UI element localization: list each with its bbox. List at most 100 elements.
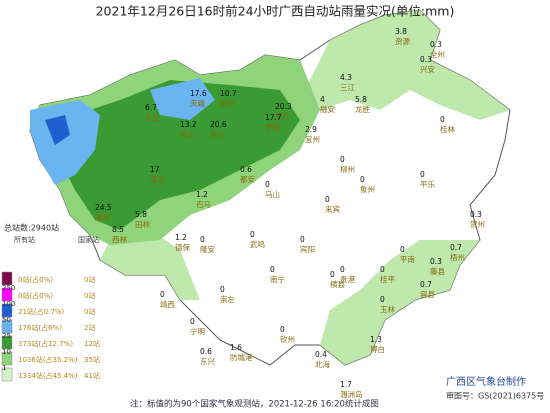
station-value: 0 [220,285,225,294]
station-value: 4 [320,95,325,104]
legend-boundary: 25 [2,332,11,340]
station-value: 0.3 [470,210,482,219]
station-name: 宜州 [305,134,320,144]
station-value: 4.3 [340,73,352,82]
rain-area-darkblue [45,115,70,145]
station-name: 凌云 [150,174,165,184]
station-value: 0 [360,175,365,184]
station-value: 0 [190,317,195,326]
station-name: 南宁 [270,274,285,284]
station-value: 1.7 [340,380,352,389]
station-name: 西林 [112,234,127,244]
legend-count: 373站(占12.7%) [18,339,73,348]
station-name: 东兰 [210,129,225,139]
stations: 3.8资源 0.3全州0.3兴安4.3三江5.8龙胜4融安17.6天峨10.7南丹… [95,27,485,399]
station-name: 东兴 [200,356,215,366]
station-value: 0 [340,265,345,274]
station-name: 防城港 [230,352,253,362]
station-name: 隆安 [200,244,215,254]
station-value: 24.5 [95,203,112,212]
legend-national: 2站 [84,323,95,332]
station-value: 13.2 [180,120,197,129]
station-name: 容县 [420,289,435,299]
station-name: 乐业 [145,112,160,122]
station-name: 涠洲岛 [340,389,363,399]
station-value: 8.5 [112,225,124,234]
station-name: 武鸣 [250,239,265,249]
legend-count: 176站(占6%) [18,323,62,332]
station-name: 兴安 [420,64,435,74]
legend-count: 21站(占0.7%) [18,307,64,316]
station-value: 20.6 [210,120,227,129]
station-value: 5.8 [355,95,367,104]
legend-swatch [1,271,13,286]
legend-count: 1036站(占35.2%) [18,355,78,364]
station-name: 龙胜 [355,104,370,114]
station-value: 2.9 [305,125,317,134]
approval: 审图号：GS(2021)6375号 [446,391,544,401]
station-name: 贺州 [470,219,485,229]
legend-national: 0站 [84,307,95,316]
title: 2021年12月26日16时前24小时广西自动站雨量实况(单位:mm) [96,4,455,19]
station-name: 凤山 [180,129,195,139]
station-value: 1.2 [175,233,187,242]
station-name: 平南 [400,254,415,264]
station-value: 20.3 [275,102,292,111]
station-value: 0.3 [430,257,442,266]
station-value: 0 [330,270,335,279]
legend-swatch [1,287,13,302]
station-value: 0.7 [420,280,432,289]
rain-area-heavy [60,80,300,230]
station-name: 隆林 [95,212,110,222]
station-value: 5.8 [135,210,147,219]
station-name: 都安 [240,174,255,184]
station-name: 天峨 [190,98,205,108]
station-name: 马山 [265,189,280,199]
station-value: 17.7 [265,113,282,122]
station-name: 藤县 [430,266,445,276]
legend-national: 12站 [84,339,100,348]
station-value: 0 [250,230,255,239]
station-value: 0.4 [315,350,327,359]
station-value: 0 [200,235,205,244]
station-name: 崇左 [220,294,235,304]
station-value: 0 [280,325,285,334]
rain-area-light [320,240,480,365]
station-name: 横县 [330,279,345,289]
station-name: 宾阳 [300,244,315,254]
legend-national: 0站 [84,291,95,300]
station-value: 6.7 [145,103,157,112]
station-value: 0 [325,195,330,204]
station-value: 1.3 [370,335,382,344]
legend-swatch [1,367,13,382]
station-name: 靖西 [160,299,175,309]
station-name: 桂平 [380,274,395,284]
station-value: 0 [160,290,165,299]
station-value: 0.6 [240,165,252,174]
station-value: 17 [150,165,160,174]
station-name: 柳州 [340,164,355,174]
station-value: 0 [380,295,385,304]
station-name: 北海 [315,359,330,369]
station-name: 融安 [320,104,335,114]
station-name: 玉林 [380,304,395,314]
station-value: 17.6 [190,89,207,98]
station-name: 象州 [360,184,375,194]
rain-area-light [300,10,510,120]
legend-count: 0站(占0%) [18,275,53,284]
legend-header: 所有站 [14,235,35,244]
station-value: 3.8 [395,27,407,36]
station-value: 0 [400,245,405,254]
station-value: 1.2 [196,190,208,199]
station-value: 0.6 [200,347,212,356]
station-name: 来宾 [325,204,340,214]
footer-note: 注：标值的为90个国家气象观测站，2021-12-26 16:20统计成图 [130,399,379,410]
rain-area-blue [150,78,215,120]
station-name: 梧州 [450,253,465,262]
station-value: 0 [270,265,275,274]
legend-count: 1334站(占45.4%) [18,371,78,380]
station-value: 0 [340,155,345,164]
station-name: 桂林 [440,124,455,134]
legend-boundary: 50 [2,316,11,324]
